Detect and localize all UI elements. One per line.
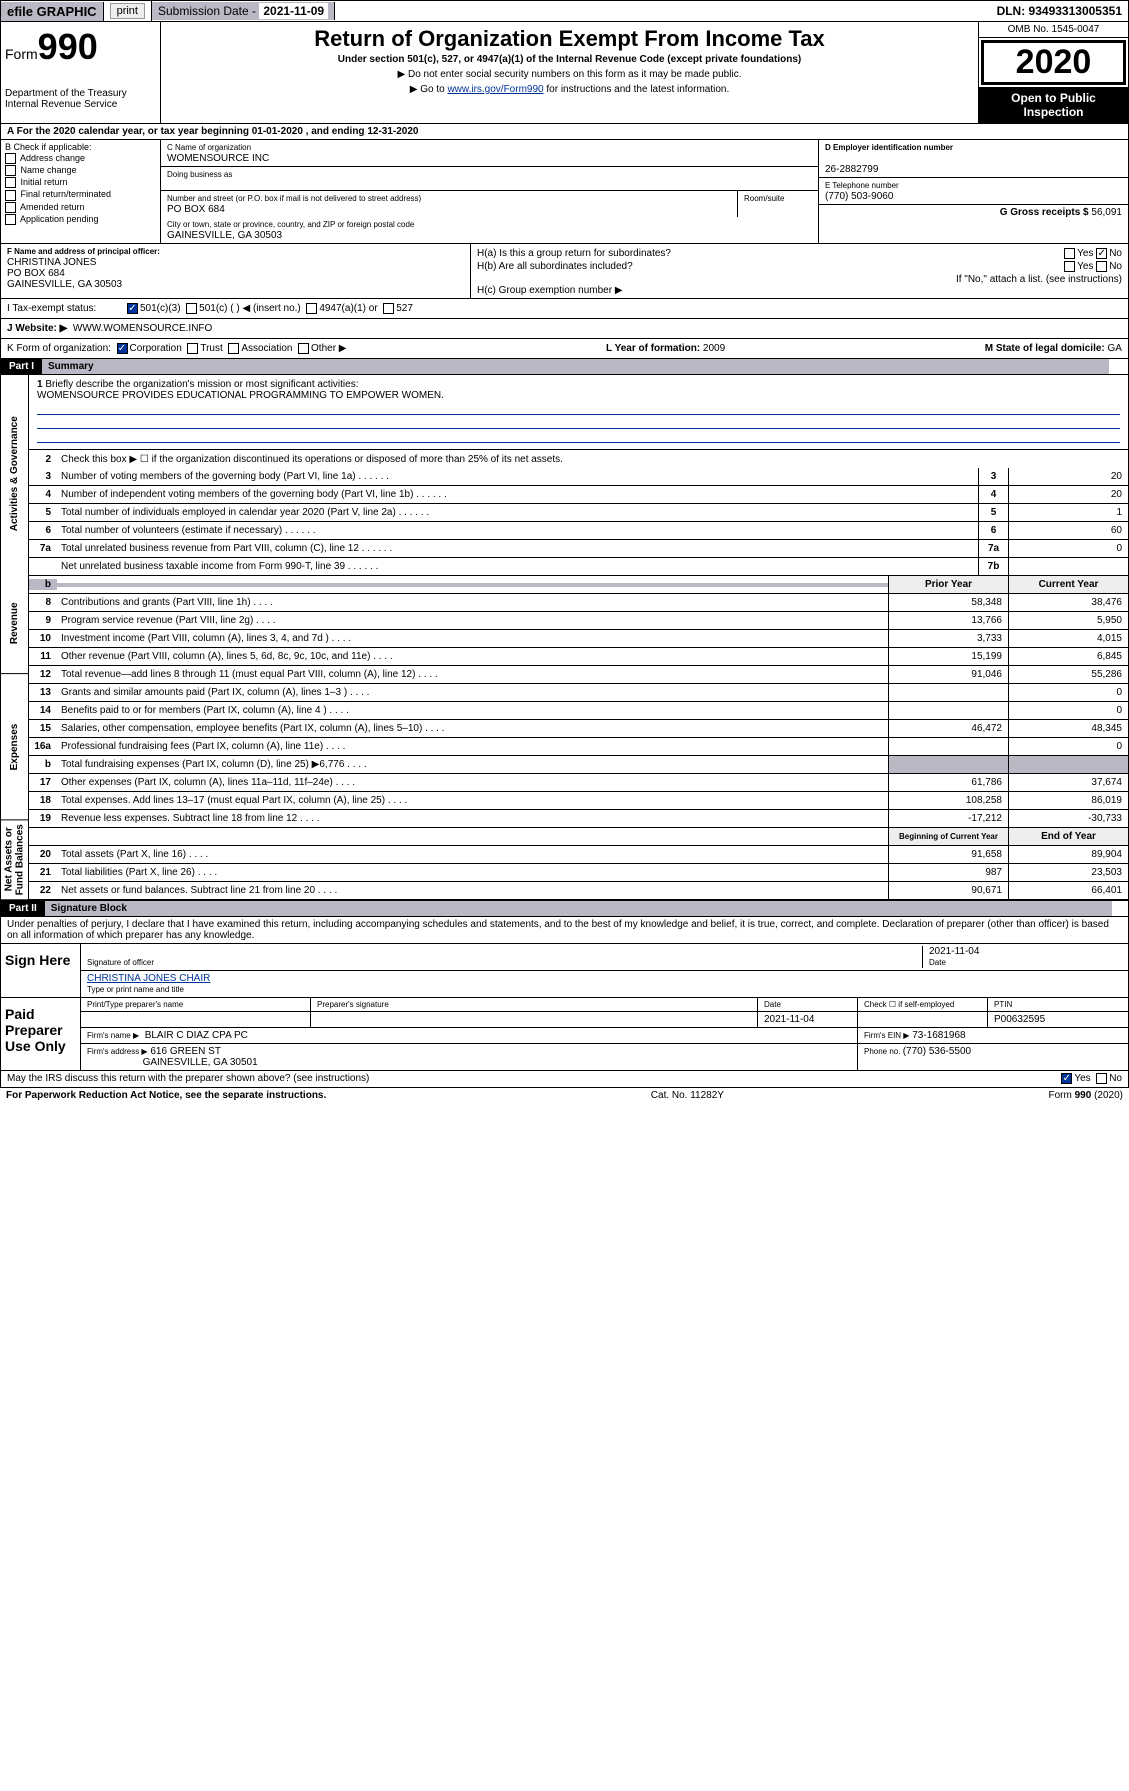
check-opt[interactable]: Name change	[5, 165, 156, 176]
summary-line: 6Total number of volunteers (estimate if…	[29, 522, 1128, 540]
gross-row: G Gross receipts $ 56,091	[819, 205, 1128, 229]
summary-line: 20Total assets (Part X, line 16) . . . .…	[29, 846, 1128, 864]
h-a: H(a) Is this a group return for subordin…	[477, 248, 1122, 259]
ein-row: D Employer identification number26-28827…	[819, 140, 1128, 178]
tax-year: 2020	[981, 40, 1126, 85]
submission-date: Submission Date - 2021-11-09	[152, 2, 335, 20]
net-hdr-row: Beginning of Current YearEnd of Year	[29, 828, 1128, 846]
summary-line: 7aTotal unrelated business revenue from …	[29, 540, 1128, 558]
check-opt[interactable]: Final return/terminated	[5, 189, 156, 200]
summary-line: 19Revenue less expenses. Subtract line 1…	[29, 810, 1128, 828]
sig-declaration: Under penalties of perjury, I declare th…	[1, 917, 1128, 943]
summary-line: 13Grants and similar amounts paid (Part …	[29, 684, 1128, 702]
form-number: Form990	[5, 26, 156, 68]
summary-line: 22Net assets or fund balances. Subtract …	[29, 882, 1128, 900]
summary-line: 17Other expenses (Part IX, column (A), l…	[29, 774, 1128, 792]
h-b-note: If "No," attach a list. (see instruction…	[477, 274, 1122, 285]
summary-line: 18Total expenses. Add lines 13–17 (must …	[29, 792, 1128, 810]
dln: DLN: 93493313005351	[991, 2, 1128, 20]
col-b-checks: B Check if applicable: Address change Na…	[1, 140, 161, 243]
sidebar-net: Net Assets or Fund Balances	[1, 820, 28, 900]
check-opt[interactable]: Address change	[5, 153, 156, 164]
dba-row: Doing business as	[161, 167, 818, 191]
phone-row: E Telephone number(770) 503-9060	[819, 178, 1128, 205]
section-fh: F Name and address of principal officer:…	[0, 244, 1129, 299]
irs-link[interactable]: www.irs.gov/Form990	[447, 84, 543, 95]
summary-line: 9Program service revenue (Part VIII, lin…	[29, 612, 1128, 630]
check-opt[interactable]: Application pending	[5, 214, 156, 225]
check-opt[interactable]: Initial return	[5, 177, 156, 188]
page-footer: For Paperwork Reduction Act Notice, see …	[0, 1088, 1129, 1103]
summary-line: 5Total number of individuals employed in…	[29, 504, 1128, 522]
prep-grid: Print/Type preparer's namePreparer's sig…	[81, 998, 1128, 1028]
efile-label: efile GRAPHIC	[1, 2, 104, 21]
note-link: ▶ Go to www.irs.gov/Form990 for instruct…	[169, 84, 970, 95]
summary-line: 15Salaries, other compensation, employee…	[29, 720, 1128, 738]
sidebar-exp: Expenses	[1, 674, 28, 820]
col-hdr-row: b Prior YearCurrent Year	[29, 576, 1128, 594]
check-b-label: B Check if applicable:	[5, 142, 156, 152]
dept-label: Department of the Treasury Internal Reve…	[5, 88, 156, 110]
form-title: Return of Organization Exempt From Incom…	[169, 26, 970, 52]
check-opt[interactable]: Amended return	[5, 202, 156, 213]
org-name-row: C Name of organizationWOMENSOURCE INC	[161, 140, 818, 167]
section-bcde: B Check if applicable: Address change Na…	[0, 140, 1129, 244]
open-public: Open to Public Inspection	[979, 87, 1128, 123]
discuss-row: May the IRS discuss this return with the…	[0, 1071, 1129, 1087]
summary-line: 14Benefits paid to or for members (Part …	[29, 702, 1128, 720]
period-line: A For the 2020 calendar year, or tax yea…	[0, 124, 1129, 140]
print-button[interactable]: print	[110, 3, 145, 19]
summary-line: 8Contributions and grants (Part VIII, li…	[29, 594, 1128, 612]
note-ssn: ▶ Do not enter social security numbers o…	[169, 69, 970, 80]
summary-line: 10Investment income (Part VIII, column (…	[29, 630, 1128, 648]
sidebar-rev: Revenue	[1, 574, 28, 674]
k-row: K Form of organization: ✓Corporation Tru…	[0, 339, 1129, 359]
form-header: Form990 Department of the Treasury Inter…	[0, 22, 1129, 124]
summary-line: 3Number of voting members of the governi…	[29, 468, 1128, 486]
part1-header: Part ISummary	[0, 359, 1129, 375]
room-row: Room/suite	[738, 191, 818, 217]
paid-prep-label: Paid Preparer Use Only	[1, 998, 81, 1070]
top-bar: efile GRAPHIC print Submission Date - 20…	[0, 0, 1129, 22]
sign-here-label: Sign Here	[1, 944, 81, 997]
sidebar-gov: Activities & Governance	[1, 375, 28, 573]
h-c: H(c) Group exemption number ▶	[477, 285, 1122, 296]
website-row: J Website: ▶ WWW.WOMENSOURCE.INFO	[0, 319, 1129, 339]
summary-line: 11Other revenue (Part VIII, column (A), …	[29, 648, 1128, 666]
tax-status-row: I Tax-exempt status: ✓501(c)(3) 501(c) (…	[0, 299, 1129, 319]
omb-number: OMB No. 1545-0047	[979, 22, 1128, 38]
print-cell: print	[104, 1, 152, 21]
addr-row: Number and street (or P.O. box if mail i…	[161, 191, 738, 217]
mission-block: 1 Briefly describe the organization's mi…	[29, 375, 1128, 450]
summary-line: 12Total revenue—add lines 8 through 11 (…	[29, 666, 1128, 684]
form-subtitle: Under section 501(c), 527, or 4947(a)(1)…	[169, 54, 970, 65]
summary-table: Activities & Governance Revenue Expenses…	[0, 375, 1129, 901]
summary-line: bTotal fundraising expenses (Part IX, co…	[29, 756, 1128, 774]
summary-line: 21Total liabilities (Part X, line 26) . …	[29, 864, 1128, 882]
firm-name-row: Firm's name ▶ BLAIR C DIAZ CPA PC Firm's…	[81, 1028, 1128, 1044]
firm-addr-row: Firm's address ▶ 616 GREEN ST GAINESVILL…	[81, 1044, 1128, 1070]
summary-line: 4Number of independent voting members of…	[29, 486, 1128, 504]
h-b: H(b) Are all subordinates included?Yes N…	[477, 261, 1122, 272]
signature-block: Under penalties of perjury, I declare th…	[0, 917, 1129, 1071]
part2-header: Part IISignature Block	[0, 901, 1129, 917]
summary-line: Net unrelated business taxable income fr…	[29, 558, 1128, 576]
summary-line: 16aProfessional fundraising fees (Part I…	[29, 738, 1128, 756]
officer-block: F Name and address of principal officer:…	[1, 244, 471, 298]
city-row: City or town, state or province, country…	[161, 217, 818, 243]
line-2: 2Check this box ▶ ☐ if the organization …	[29, 450, 1128, 468]
